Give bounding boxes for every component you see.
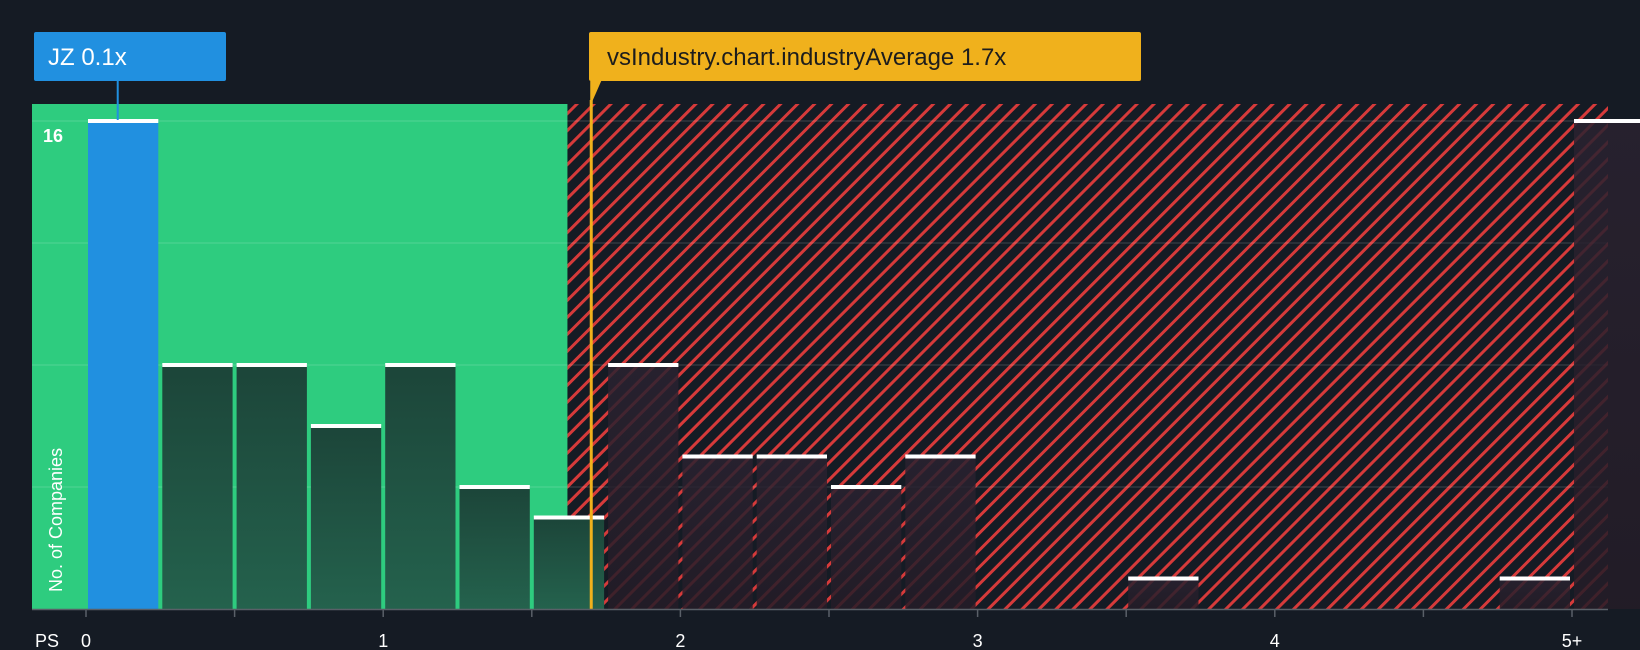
bar-cap xyxy=(608,363,679,367)
bar-cap xyxy=(88,119,159,123)
bar-cap xyxy=(756,454,827,459)
bar-cap xyxy=(1574,119,1640,123)
bar-cap xyxy=(905,454,976,459)
histogram-bar xyxy=(459,487,530,609)
bar-cap xyxy=(1499,576,1570,581)
histogram-bar xyxy=(682,456,753,609)
bar-cap xyxy=(1128,576,1199,581)
company-callout-box xyxy=(34,32,226,81)
histogram-bar xyxy=(1128,578,1199,609)
industry-callout-box xyxy=(589,32,1141,81)
histogram-bar xyxy=(162,365,233,609)
x-tick-label: 0 xyxy=(81,631,91,650)
x-tick-label: 1 xyxy=(378,631,388,650)
company-callout-label: JZ 0.1x xyxy=(48,44,127,71)
histogram-bar xyxy=(385,365,456,609)
bar-cap xyxy=(310,424,382,428)
bar-cap xyxy=(533,515,605,520)
histogram-bar xyxy=(310,426,382,609)
histogram-bar xyxy=(236,365,307,609)
bar-cap xyxy=(236,363,307,367)
histogram-bars xyxy=(88,119,1640,609)
x-tick-label: 4 xyxy=(1270,631,1280,650)
histogram-bar xyxy=(533,517,605,609)
industry-average-callout: vsIndustry.chart.industryAverage 1.7x xyxy=(589,32,1141,106)
x-tick-label: 2 xyxy=(675,631,685,650)
histogram-bar xyxy=(831,487,902,609)
x-tick-label: 3 xyxy=(973,631,983,650)
y-axis-label: No. of Companies xyxy=(46,448,66,592)
bar-cap xyxy=(385,363,456,367)
industry-callout-pointer xyxy=(590,81,602,106)
company-callout: JZ 0.1x xyxy=(34,32,226,120)
industry-callout-label: vsIndustry.chart.industryAverage 1.7x xyxy=(607,44,1006,71)
histogram-bar xyxy=(1499,578,1570,609)
histogram-bar xyxy=(756,456,827,609)
x-axis-ticks: 0 1 2 3 4 5+ xyxy=(81,609,1582,650)
x-axis-prefix: PS xyxy=(35,631,59,650)
histogram-bar xyxy=(1574,121,1640,609)
company-bar xyxy=(88,121,159,609)
x-tick-label: 5+ xyxy=(1562,631,1583,650)
y-tick-label: 16 xyxy=(43,126,63,146)
bar-cap xyxy=(682,454,753,459)
bar-cap xyxy=(162,363,233,367)
histogram-bar xyxy=(905,456,976,609)
histogram-bar xyxy=(608,365,679,609)
bar-cap xyxy=(831,485,902,489)
bar-cap xyxy=(459,485,530,489)
